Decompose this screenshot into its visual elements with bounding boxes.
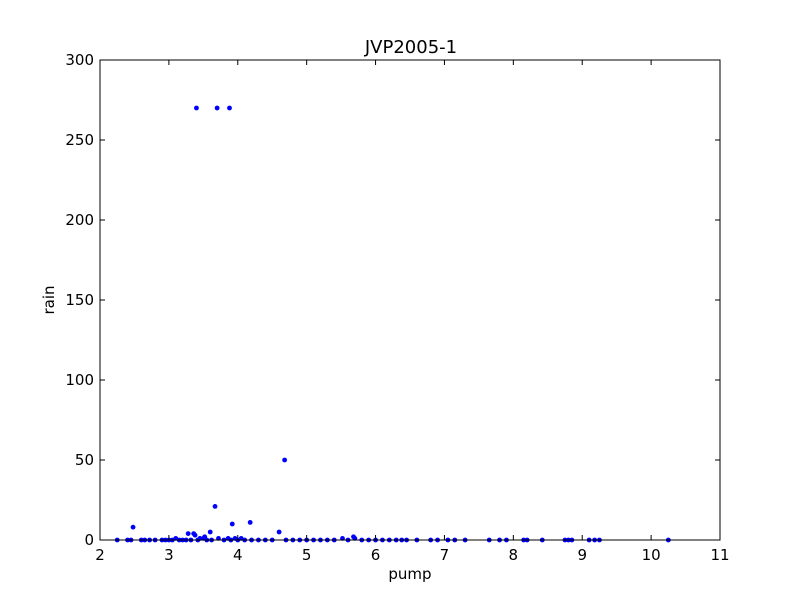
x-tick-label: 11 [710,546,729,564]
y-tick-label: 150 [65,291,94,309]
data-point [212,504,218,509]
data-point [194,105,199,111]
data-points [114,105,671,543]
data-point [247,520,253,525]
x-tick-label: 2 [95,546,105,564]
data-point [214,105,220,111]
y-tick-label: 50 [75,451,94,469]
data-point [276,529,282,535]
y-tick-label: 100 [65,371,94,389]
data-point [229,521,235,527]
data-point [185,531,191,536]
x-tick-label: 3 [164,546,174,564]
data-point [207,529,213,535]
data-point [227,105,232,111]
chart-title: JVP2005-1 [364,37,457,58]
y-axis-ticks: 0 50 100 150 200 250 300 [65,51,720,549]
y-tick-label: 300 [65,51,94,69]
x-axis-ticks: 2 3 4 5 6 7 8 9 10 11 [95,60,730,564]
data-point [282,457,288,463]
y-axis-label: rain [40,285,58,314]
x-axis-label: pump [388,565,431,583]
plot-frame [99,59,721,541]
y-tick-label: 200 [65,211,94,229]
y-tick-label: 250 [65,131,94,149]
x-tick-label: 7 [440,546,450,564]
x-tick-label: 10 [642,546,661,564]
x-tick-label: 9 [577,546,587,564]
x-tick-label: 5 [302,546,312,564]
x-tick-label: 4 [233,546,243,564]
x-tick-label: 6 [371,546,381,564]
data-point [192,532,198,538]
x-tick-label: 8 [509,546,519,564]
data-point [130,524,136,530]
y-tick-label: 0 [84,531,94,549]
